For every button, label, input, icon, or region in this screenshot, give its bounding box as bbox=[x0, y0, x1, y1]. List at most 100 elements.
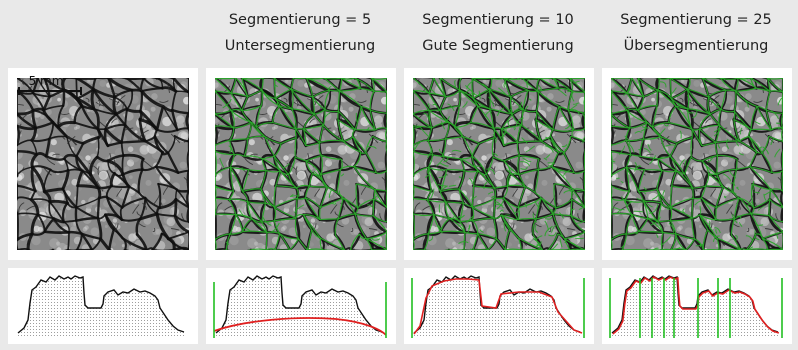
segmentation-line bbox=[413, 126, 421, 130]
fine-crack bbox=[116, 188, 123, 197]
segmentation-line bbox=[656, 233, 659, 238]
segmentation-line bbox=[656, 90, 659, 106]
segmentation-line bbox=[274, 197, 298, 208]
texture-speck bbox=[477, 244, 486, 250]
segmentation-line bbox=[675, 233, 695, 240]
crack-line bbox=[17, 248, 30, 250]
segmentation-line bbox=[367, 145, 377, 149]
segmentation-line bbox=[247, 201, 266, 204]
texture-speck bbox=[722, 233, 731, 242]
segmentation-line bbox=[567, 91, 573, 111]
segmentation-line bbox=[337, 119, 344, 142]
fine-crack bbox=[417, 114, 423, 121]
texture-speck bbox=[381, 96, 387, 105]
segmentation-line bbox=[735, 87, 757, 92]
texture-speck bbox=[325, 146, 332, 152]
texture-speck bbox=[70, 226, 77, 233]
segmentation-line bbox=[611, 144, 613, 146]
segmentation-line bbox=[294, 204, 305, 213]
segmentation-line bbox=[425, 174, 429, 178]
fine-crack bbox=[381, 177, 386, 183]
crack-line bbox=[215, 124, 219, 147]
texture-speck bbox=[358, 198, 364, 204]
segmentation-line bbox=[552, 207, 557, 215]
segmentation-line bbox=[717, 154, 738, 160]
segmentation-line bbox=[698, 214, 718, 239]
segmentation-line bbox=[736, 215, 742, 220]
crack-line bbox=[215, 78, 237, 80]
crack-line bbox=[568, 78, 585, 80]
crack-line bbox=[385, 230, 387, 250]
segmentation-line bbox=[517, 207, 520, 220]
crack-line bbox=[186, 206, 189, 224]
segmentation-line bbox=[563, 169, 570, 176]
segmentation-line bbox=[778, 126, 783, 130]
segmentation-line bbox=[644, 169, 663, 171]
segmentation-line bbox=[413, 90, 430, 111]
segmentation-line bbox=[669, 220, 677, 234]
segmentation-line bbox=[464, 231, 478, 235]
fine-crack bbox=[152, 227, 156, 233]
texture-speck bbox=[233, 200, 238, 205]
segmentation-line bbox=[578, 206, 585, 211]
segmentation-line bbox=[718, 109, 722, 126]
segmentation-line bbox=[638, 188, 658, 193]
segmentation-line bbox=[752, 180, 755, 191]
crack-line bbox=[121, 185, 131, 209]
texture-speck bbox=[737, 126, 747, 137]
segmentation-line bbox=[648, 123, 652, 128]
segmentation-line bbox=[503, 160, 520, 176]
crack-line bbox=[349, 248, 374, 250]
segmentation-line bbox=[738, 197, 752, 215]
segmentation-line bbox=[305, 160, 322, 175]
segmentation-line bbox=[748, 129, 752, 137]
crack-line bbox=[538, 78, 555, 80]
segmentation-line bbox=[303, 113, 315, 130]
segmentation-line bbox=[558, 89, 567, 97]
segmentation-line bbox=[352, 136, 367, 154]
header-seg10-line1: Segmentierung = 10 bbox=[422, 12, 574, 28]
fit-line bbox=[612, 275, 780, 335]
segmentation-line bbox=[738, 135, 750, 142]
segmentation-line bbox=[584, 78, 585, 93]
segmentation-line bbox=[518, 237, 522, 250]
texture-speck bbox=[546, 106, 552, 112]
segmentation-line bbox=[559, 238, 563, 248]
crack-line bbox=[781, 126, 783, 143]
texture-speck bbox=[500, 225, 504, 228]
segmentation-line bbox=[367, 204, 375, 210]
texture-speck bbox=[774, 132, 782, 140]
segmentation-line bbox=[662, 231, 676, 235]
segmentation-line bbox=[242, 188, 261, 193]
crack-line bbox=[109, 171, 116, 188]
texture-speck bbox=[71, 178, 78, 186]
segmentation-line bbox=[584, 207, 585, 222]
segmentation-line bbox=[353, 152, 362, 168]
texture-speck bbox=[92, 238, 100, 245]
segmentation-line bbox=[261, 202, 267, 223]
crack-line bbox=[135, 217, 142, 236]
texture-speck bbox=[665, 178, 672, 186]
segmentation-line bbox=[507, 118, 511, 128]
crack-line bbox=[135, 233, 148, 250]
fine-crack bbox=[304, 170, 309, 181]
segmentation-line bbox=[733, 91, 737, 112]
texture-speck bbox=[176, 115, 185, 124]
segmentation-line bbox=[445, 201, 451, 219]
segmentation-line bbox=[413, 213, 435, 217]
fine-crack bbox=[62, 136, 66, 140]
segmentation-line bbox=[750, 128, 772, 131]
segmentation-line bbox=[432, 103, 437, 105]
segmentation-line bbox=[564, 238, 567, 244]
segmentation-line bbox=[521, 137, 528, 144]
texture-speck bbox=[644, 139, 651, 146]
segmentation-line bbox=[215, 113, 216, 127]
segmentation-line bbox=[228, 199, 237, 215]
fine-crack bbox=[67, 135, 76, 145]
texture-speck bbox=[283, 202, 291, 210]
segmentation-line bbox=[488, 88, 513, 115]
segmentation-line bbox=[437, 183, 447, 187]
crack-line bbox=[488, 107, 496, 131]
segmentation-line bbox=[735, 78, 739, 92]
fine-crack bbox=[132, 83, 143, 91]
